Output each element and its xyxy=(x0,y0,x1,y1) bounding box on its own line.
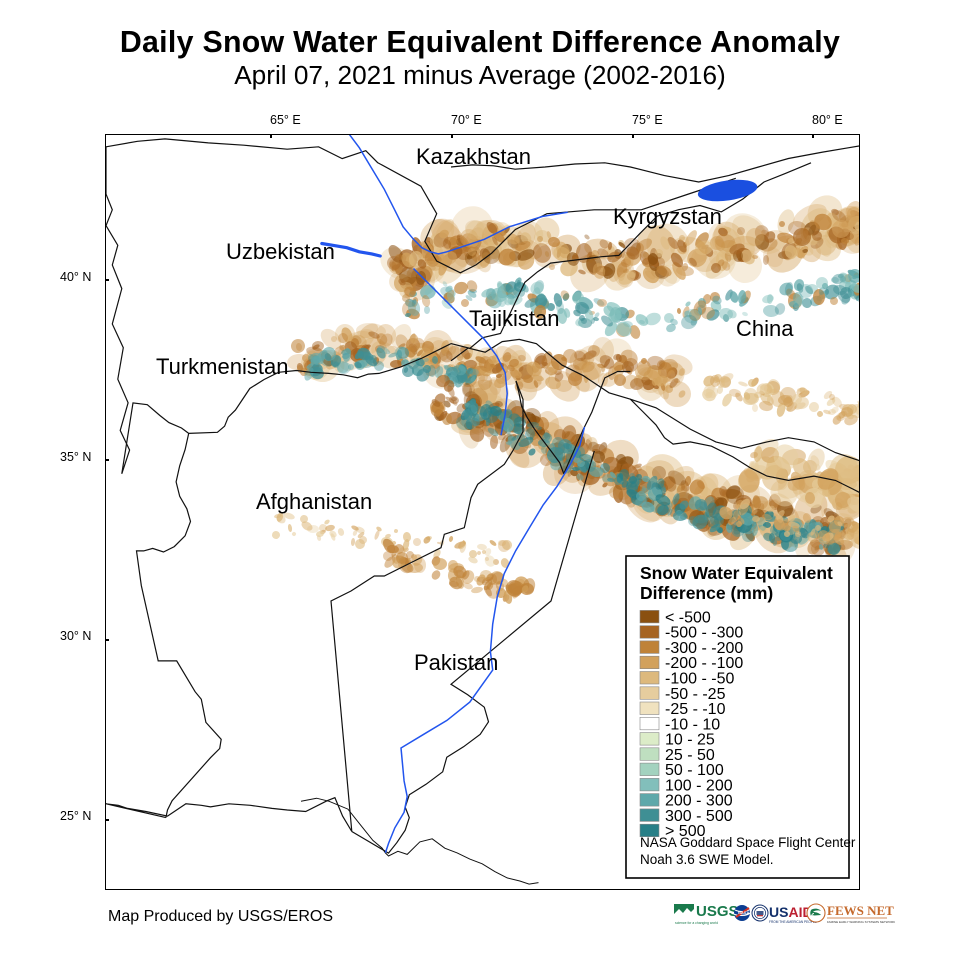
svg-text:Afghanistan: Afghanistan xyxy=(256,489,372,514)
svg-text:Tajikistan: Tajikistan xyxy=(469,306,559,331)
svg-text:science for a changing world: science for a changing world xyxy=(675,921,718,925)
svg-text:Pakistan: Pakistan xyxy=(414,650,498,675)
svg-text:China: China xyxy=(736,316,794,341)
svg-text:Kazakhstan: Kazakhstan xyxy=(416,144,531,169)
svg-text:FROM THE AMERICAN PEOPLE: FROM THE AMERICAN PEOPLE xyxy=(769,920,817,924)
svg-text:USGS: USGS xyxy=(696,903,739,920)
svg-text:NASA Goddard Space Flight Cent: NASA Goddard Space Flight Center xyxy=(640,835,856,850)
svg-text:USAID: USAID xyxy=(769,904,813,920)
svg-text:NASA: NASA xyxy=(738,910,749,915)
svg-text:FEWS NET: FEWS NET xyxy=(827,903,894,918)
svg-text:Difference (mm): Difference (mm) xyxy=(640,583,773,603)
svg-text:Kyrgyzstan: Kyrgyzstan xyxy=(613,204,722,229)
svg-text:Snow Water Equivalent: Snow Water Equivalent xyxy=(640,563,833,583)
svg-text:Noah 3.6 SWE Model.: Noah 3.6 SWE Model. xyxy=(640,852,774,867)
svg-text:Turkmenistan: Turkmenistan xyxy=(156,354,288,379)
svg-text:Uzbekistan: Uzbekistan xyxy=(226,239,335,264)
svg-text:FAMINE EARLY WARNING SYSTEMS N: FAMINE EARLY WARNING SYSTEMS NETWORK xyxy=(827,920,895,924)
